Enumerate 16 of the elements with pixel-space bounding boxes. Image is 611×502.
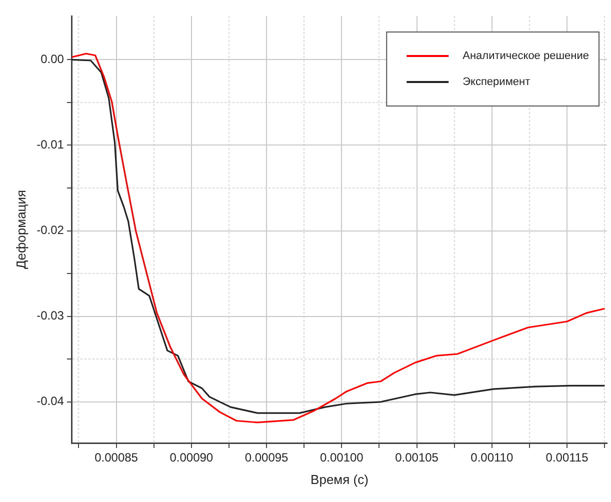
legend-label: Аналитическое решение (462, 50, 590, 62)
legend-label: Эксперимент (462, 76, 530, 88)
x-tick-label: 0.00110 (470, 450, 514, 465)
y-axis-title: Деформация (13, 190, 28, 270)
x-tick-label: 0.00095 (244, 450, 289, 465)
y-tick-label: 0.00 (40, 52, 64, 66)
x-tick-label: 0.00105 (395, 450, 439, 465)
x-tick-label: 0.00085 (94, 450, 138, 465)
x-tick-label: 0.00115 (546, 450, 589, 465)
y-tick-label: -0.01 (36, 138, 64, 152)
y-tick-label: -0.03 (36, 308, 64, 323)
x-axis-title: Время (с) (310, 472, 368, 487)
y-tick-label: -0.02 (36, 223, 64, 238)
y-tick-label: -0.04 (36, 394, 64, 408)
x-tick-label: 0.00100 (320, 450, 364, 465)
x-tick-label: 0.00090 (170, 450, 214, 465)
